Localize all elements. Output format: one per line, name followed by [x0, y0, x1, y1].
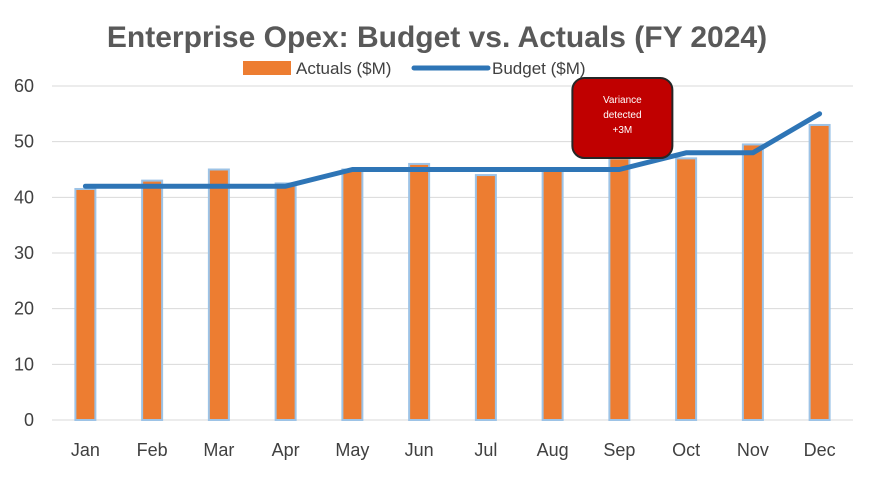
actuals-bar — [274, 182, 297, 421]
annotations: Variance detected +3M — [571, 77, 674, 159]
x-tick-label: Nov — [737, 440, 769, 460]
actuals-bar — [408, 162, 431, 422]
legend-label-budget: Budget ($M) — [492, 59, 586, 78]
budget-line — [82, 111, 823, 189]
actuals-bar — [74, 187, 97, 421]
y-tick-label: 10 — [14, 354, 34, 374]
x-tick-label: Jun — [405, 440, 434, 460]
legend: Actuals ($M) Budget ($M) — [243, 59, 586, 78]
y-axis: 0 10 20 30 40 50 60 — [14, 76, 34, 430]
chart-title: Enterprise Opex: Budget vs. Actuals (FY … — [107, 21, 767, 54]
y-tick-label: 60 — [14, 76, 34, 96]
variance-callout-text: Variance — [603, 95, 642, 106]
x-tick-label: Jan — [71, 440, 100, 460]
x-tick-label: Dec — [804, 440, 836, 460]
actuals-bar — [341, 168, 364, 421]
budget-series-line — [82, 111, 823, 189]
actuals-bars — [74, 123, 831, 422]
x-tick-label: May — [335, 440, 369, 460]
actuals-bar — [141, 179, 164, 421]
actuals-bar — [741, 143, 764, 421]
gridlines — [52, 85, 853, 421]
x-tick-label: Sep — [603, 440, 635, 460]
variance-callout-box — [571, 77, 674, 159]
y-tick-label: 50 — [14, 132, 34, 152]
x-tick-label: Mar — [203, 440, 234, 460]
legend-label-actuals: Actuals ($M) — [296, 59, 391, 78]
actuals-bar — [808, 123, 831, 421]
actuals-bar — [675, 157, 698, 421]
y-tick-label: 0 — [24, 410, 34, 430]
x-tick-label: Feb — [137, 440, 168, 460]
y-tick-label: 40 — [14, 187, 34, 207]
x-axis: Jan Feb Mar Apr May Jun Jul Aug Sep Oct Nov Dec — [71, 440, 836, 460]
y-tick-label: 20 — [14, 299, 34, 319]
variance-callout-text: +3M — [613, 125, 633, 136]
actuals-bar — [541, 168, 564, 421]
variance-callout-text: detected — [603, 110, 641, 121]
x-tick-label: Oct — [672, 440, 700, 460]
y-tick-label: 30 — [14, 243, 34, 263]
x-tick-label: Jul — [474, 440, 497, 460]
actuals-bar — [474, 174, 497, 421]
actuals-bar — [207, 168, 230, 421]
legend-swatch-actuals — [243, 61, 291, 75]
x-tick-label: Aug — [537, 440, 569, 460]
actuals-bar — [608, 157, 631, 421]
x-tick-label: Apr — [272, 440, 300, 460]
